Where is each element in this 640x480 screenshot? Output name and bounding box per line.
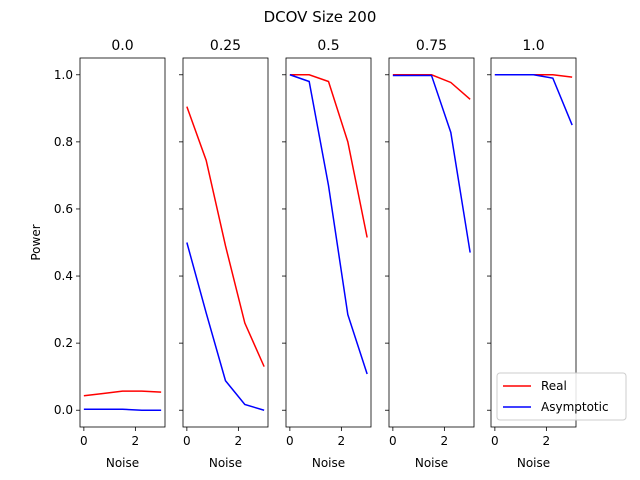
panel-title: 0.0 — [111, 38, 133, 54]
figure-suptitle: DCOV Size 200 — [264, 8, 377, 26]
axes-frame — [285, 57, 372, 428]
y-axis-label: Power — [29, 224, 43, 260]
series-line-asymptotic — [289, 74, 368, 375]
x-tick-label: 2 — [441, 434, 449, 448]
x-axis-label: Noise — [209, 456, 242, 470]
panel-2: 0.5 0 2 Noise — [282, 38, 372, 470]
axes-frame — [182, 57, 269, 428]
y-tick-label: 0.0 — [54, 403, 73, 417]
axes-frame — [79, 57, 166, 428]
x-tick-label: 0 — [389, 434, 397, 448]
legend-label-real: Real — [541, 379, 567, 393]
panel-4: 1.0 0 2 Noise — [487, 38, 577, 470]
y-tick-label: 0.2 — [54, 336, 73, 350]
panel-title: 1.0 — [522, 38, 544, 54]
y-tick-label: 0.4 — [54, 269, 73, 283]
series-line-asymptotic — [83, 408, 162, 411]
x-tick-label: 2 — [132, 434, 140, 448]
series-line-asymptotic — [186, 242, 265, 411]
panel-title: 0.5 — [317, 38, 339, 54]
x-tick-label: 0 — [286, 434, 294, 448]
panel-1: 0.25 0 2 Noise — [179, 38, 269, 470]
panel-3: 0.75 0 2 Noise — [385, 38, 475, 470]
y-tick-label: 0.8 — [54, 135, 73, 149]
series-line-real — [83, 390, 162, 397]
legend-box — [496, 372, 627, 421]
axes-frame — [388, 57, 475, 428]
legend-label-asymptotic: Asymptotic — [541, 400, 609, 414]
series-line-asymptotic — [392, 74, 471, 253]
x-axis-label: Noise — [106, 456, 139, 470]
x-tick-label: 2 — [338, 434, 346, 448]
series-line-asymptotic — [494, 74, 573, 126]
x-tick-label: 2 — [543, 434, 551, 448]
x-axis-label: Noise — [312, 456, 345, 470]
panel-0: 0.0 0.0 0.2 0.4 0.6 0.8 1.0 0 2 Noise Power — [29, 38, 166, 470]
panel-title: 0.75 — [416, 38, 447, 54]
axes-frame — [490, 57, 577, 428]
x-tick-label: 0 — [80, 434, 88, 448]
x-tick-label: 0 — [491, 434, 499, 448]
x-tick-label: 0 — [183, 434, 191, 448]
y-tick-label: 0.6 — [54, 202, 73, 216]
panel-title: 0.25 — [210, 38, 241, 54]
series-line-real — [186, 106, 265, 367]
y-tick-label: 1.0 — [54, 68, 73, 82]
x-tick-label: 2 — [235, 434, 243, 448]
panels-group: 0.0 0.0 0.2 0.4 0.6 0.8 1.0 0 2 Noise Power 0.25 0 2 N… — [29, 38, 577, 470]
x-axis-label: Noise — [517, 456, 550, 470]
x-axis-label: Noise — [415, 456, 448, 470]
legend: Real Asymptotic — [496, 372, 627, 421]
series-line-real — [289, 74, 368, 238]
